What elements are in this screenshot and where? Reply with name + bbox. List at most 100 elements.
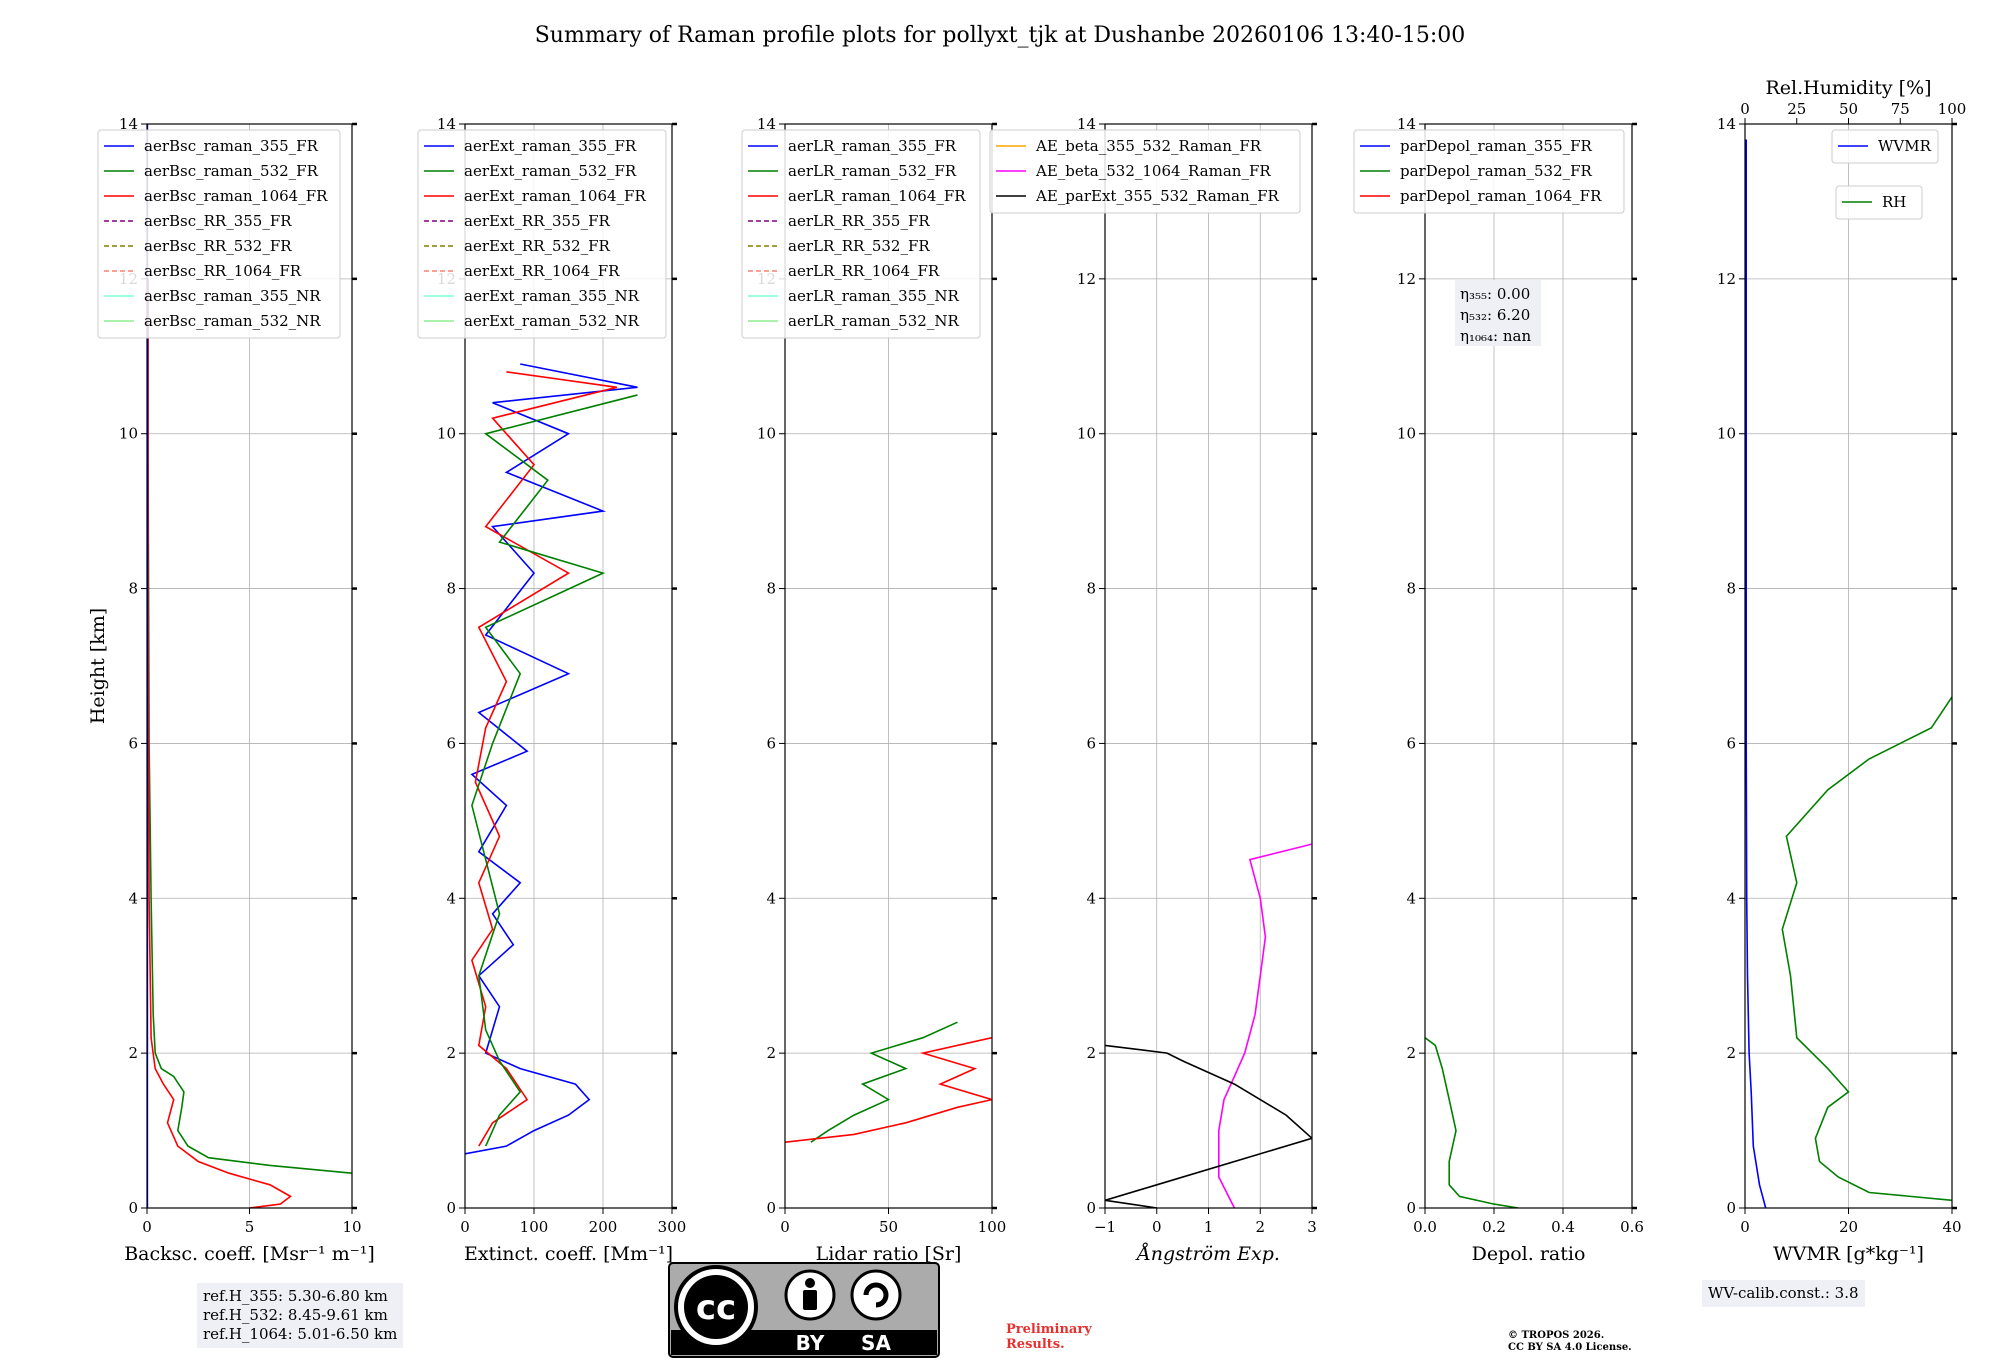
axes-frame — [1104, 123, 1313, 1209]
copyright-line-1: © TROPOS 2026. — [1508, 1330, 1605, 1341]
y-tick-label: 10 — [119, 425, 138, 443]
x-axis-label: WVMR [g*kg⁻¹] — [1773, 1243, 1924, 1265]
legend-entry: aerExt_RR_532_FR — [464, 237, 611, 255]
axes-frame — [464, 123, 673, 1209]
legend-entry: aerExt_raman_355_FR — [464, 137, 637, 155]
y-tick-label: 8 — [1406, 580, 1416, 598]
legend-entry: aerLR_raman_1064_FR — [788, 187, 966, 205]
panel-extinction: 010020030002468101214Extinct. coeff. [Mm… — [417, 115, 686, 1265]
legend-entry: aerLR_raman_532_NR — [788, 312, 959, 330]
y-tick-label: 2 — [446, 1044, 456, 1062]
y-tick-label: 10 — [757, 425, 776, 443]
legend-entry: aerBsc_raman_1064_FR — [144, 187, 328, 205]
copyright-note: © TROPOS 2026. CC BY SA 4.0 License. — [1508, 1330, 1632, 1354]
y-tick-label: 0 — [1086, 1199, 1096, 1217]
series-group — [1425, 1037, 1519, 1208]
series-group — [1745, 139, 1952, 1208]
series-group — [1105, 843, 1312, 1208]
ref-height-1064: ref.H_1064: 5.01-6.50 km — [203, 1325, 398, 1343]
legend-angstrom: AE_beta_355_532_Raman_FR AE_beta_532_1064… — [989, 129, 1301, 214]
y-tick-label: 14 — [757, 115, 776, 133]
legend-box — [741, 129, 981, 339]
x-tick-label: 0 — [1152, 1218, 1162, 1236]
cc-logo-text: cc — [696, 1288, 736, 1328]
x-axis-label: Extinct. coeff. [Mm⁻¹] — [464, 1243, 673, 1265]
x-tick-label: 50 — [879, 1218, 898, 1236]
x-tick-label: −1 — [1094, 1218, 1116, 1236]
legend-entry: aerLR_raman_355_NR — [788, 287, 959, 305]
sa-arrow-icon — [863, 1282, 889, 1308]
top-x-tick-label: 75 — [1891, 100, 1910, 118]
legend-entry: aerBsc_RR_355_FR — [144, 212, 292, 230]
y-tick-label: 8 — [446, 580, 456, 598]
y-tick-label: 10 — [1397, 425, 1416, 443]
x-axis-label: Backsc. coeff. [Msr⁻¹ m⁻¹] — [124, 1243, 375, 1265]
by-person-head-icon — [805, 1278, 815, 1288]
legend-box — [1835, 185, 1923, 220]
x-tick-label: 0 — [142, 1218, 152, 1236]
y-tick-label: 14 — [1077, 115, 1096, 133]
y-tick-label: 10 — [437, 425, 456, 443]
y-tick-label: 0 — [446, 1199, 456, 1217]
y-tick-label: 2 — [1726, 1044, 1736, 1062]
legend-entry: parDepol_raman_355_FR — [1400, 137, 1593, 155]
wv-calibration-box: WV-calib.const.: 3.8 — [1702, 1280, 1865, 1307]
y-tick-label: 6 — [1726, 734, 1736, 752]
axes-frame — [146, 123, 353, 1209]
legend-entry: RH — [1882, 193, 1906, 211]
y-tick-label: 10 — [1717, 425, 1736, 443]
legend-entry: AE_beta_532_1064_Raman_FR — [1035, 162, 1271, 180]
y-tick-label: 0 — [766, 1199, 776, 1217]
series-line-aerBsc_raman_532_FR — [147, 278, 352, 1174]
x-tick-label: 0 — [780, 1218, 790, 1236]
y-tick-label: 0 — [128, 1199, 138, 1217]
figure-title: Summary of Raman profile plots for polly… — [535, 23, 1466, 48]
y-tick-label: 6 — [1086, 734, 1096, 752]
legend-backscatter: aerBsc_raman_355_FR aerBsc_raman_532_FRae… — [97, 129, 341, 339]
legend-entry: parDepol_raman_1064_FR — [1400, 187, 1602, 205]
y-tick-label: 4 — [766, 889, 776, 907]
panel-wvmr: 0 20 40 0 2 4 6 8 10 12 14 WVMR [g*kg⁻¹] 0 25 50 75 100 R… — [1717, 77, 1966, 1265]
x-tick-label: 5 — [245, 1218, 255, 1236]
y-tick-label: 14 — [119, 115, 138, 133]
series-line-WVMR — [1745, 139, 1767, 1208]
y-tick-label: 4 — [1086, 889, 1096, 907]
x-tick-label: 0 — [1740, 1218, 1750, 1236]
sa-share-alike-icon — [850, 1269, 902, 1321]
legend-box — [989, 129, 1301, 214]
legend-entry: aerBsc_raman_355_FR — [144, 137, 319, 155]
x-axis-label: Ångström Exp. — [1135, 1243, 1280, 1265]
y-tick-label: 14 — [1397, 115, 1416, 133]
legend-entry: WVMR — [1878, 137, 1932, 155]
y-tick-label: 4 — [128, 889, 138, 907]
cc-license-badge: cc BY SA — [668, 1262, 940, 1358]
y-tick-label: 0 — [1406, 1199, 1416, 1217]
legend-entry: aerLR_raman_355_FR — [788, 137, 957, 155]
y-tick-label: 6 — [128, 734, 138, 752]
eta-value: η₁₀₆₄: nan — [1460, 327, 1531, 345]
legend-entry: aerLR_RR_355_FR — [788, 212, 930, 230]
reference-height-box: ref.H_355: 5.30-6.80 km ref.H_532: 8.45-… — [197, 1283, 404, 1348]
panels: 051002468101214Backsc. coeff. [Msr⁻¹ m⁻¹… — [87, 77, 1966, 1265]
legend-entry: aerExt_raman_532_FR — [464, 162, 637, 180]
top-x-tick-label: 0 — [1740, 100, 1750, 118]
preliminary-results-note: Preliminary Results. — [1006, 1322, 1092, 1352]
x-tick-label: 10 — [342, 1218, 361, 1236]
ref-height-532: ref.H_532: 8.45-9.61 km — [203, 1306, 388, 1324]
panel-backscatter: 051002468101214Backsc. coeff. [Msr⁻¹ m⁻¹… — [87, 115, 375, 1265]
legend-entry: aerExt_raman_532_NR — [464, 312, 640, 330]
y-tick-label: 8 — [1726, 580, 1736, 598]
y-tick-label: 8 — [1086, 580, 1096, 598]
x-tick-label: 20 — [1839, 1218, 1858, 1236]
y-tick-label: 12 — [1397, 270, 1416, 288]
x-tick-label: 1 — [1204, 1218, 1214, 1236]
ref-height-355: ref.H_355: 5.30-6.80 km — [203, 1287, 388, 1305]
legend-entry: AE_parExt_355_532_Raman_FR — [1035, 187, 1280, 205]
legend-box — [1831, 129, 1939, 164]
y-tick-label: 14 — [1717, 115, 1736, 133]
legend-entry: aerBsc_RR_532_FR — [144, 237, 292, 255]
legend-extinction: aerExt_raman_355_FR aerExt_raman_532_FRae… — [417, 129, 667, 339]
legend-entry: aerBsc_raman_532_FR — [144, 162, 319, 180]
legend-rh: RH — [1835, 185, 1923, 220]
